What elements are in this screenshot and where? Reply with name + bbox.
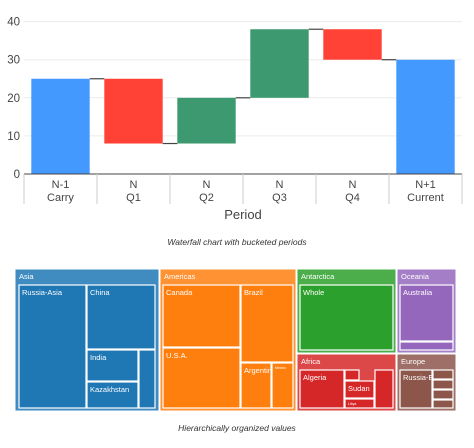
treemap-leaf-label: Sudan bbox=[348, 384, 370, 393]
y-tick-label: 0 bbox=[14, 169, 20, 181]
treemap-group-tile bbox=[159, 268, 297, 412]
treemap-leaf-label: Russia-Asia bbox=[22, 288, 63, 297]
treemap-leaf-label: Mexico bbox=[275, 366, 286, 370]
x-bucket-label: N bbox=[349, 179, 357, 191]
treemap-leaf-tile bbox=[18, 284, 87, 409]
treemap-leaf-tile bbox=[374, 369, 394, 409]
treemap-group-tile bbox=[396, 353, 457, 412]
waterfall-caption: Waterfall chart with bucketed periods bbox=[167, 237, 307, 247]
treemap-leaf-tile bbox=[399, 341, 454, 351]
treemap-group-label: Oceania bbox=[401, 272, 430, 281]
treemap-leaf-tile bbox=[86, 349, 139, 382]
treemap-leaf-label: Algeria bbox=[303, 373, 327, 382]
treemap-leaf-tile bbox=[86, 381, 139, 409]
x-tick-label: Q1 bbox=[126, 192, 141, 204]
x-tick-label: Q3 bbox=[272, 192, 287, 204]
treemap-group-label: Americas bbox=[164, 272, 196, 281]
treemap-leaf-label: Australia bbox=[403, 288, 433, 297]
treemap-leaf-tile bbox=[344, 369, 360, 381]
treemap-leaf-label: Libya bbox=[348, 402, 356, 406]
x-tick-label: Q2 bbox=[199, 192, 214, 204]
treemap-group-label: Europe bbox=[401, 357, 425, 366]
x-bucket-label: N bbox=[203, 179, 211, 191]
x-bucket-label: N-1 bbox=[52, 179, 70, 191]
waterfall-chart: 010203040N-1CarryNQ1NQ2NQ3NQ4N+1CurrentP… bbox=[7, 17, 463, 222]
treemap-leaf-tile bbox=[271, 362, 294, 409]
x-bucket-label: N+1 bbox=[415, 179, 436, 191]
waterfall-bar bbox=[31, 78, 90, 174]
treemap-leaf-tile bbox=[432, 369, 454, 380]
y-tick-label: 10 bbox=[7, 131, 20, 143]
treemap-leaf-tile bbox=[344, 398, 375, 409]
treemap-leaf-tile bbox=[86, 284, 156, 350]
treemap-leaf-label: China bbox=[90, 288, 110, 297]
treemap-leaf-tile bbox=[240, 284, 294, 363]
treemap-leaf-tile bbox=[162, 347, 241, 409]
treemap-group-tile bbox=[396, 268, 457, 354]
treemap-caption: Hierarchically organized values bbox=[178, 423, 296, 433]
treemap-leaf-label: Argentina bbox=[244, 366, 277, 375]
x-bucket-label: N bbox=[130, 179, 138, 191]
treemap-leaf-label: Brazil bbox=[244, 288, 263, 297]
waterfall-bar bbox=[104, 78, 163, 144]
treemap-leaf-label: Canada bbox=[166, 288, 193, 297]
treemap-leaf-tile bbox=[432, 399, 454, 409]
treemap-leaf-tile bbox=[399, 369, 433, 409]
y-tick-label: 30 bbox=[7, 55, 20, 67]
x-axis-title: Period bbox=[224, 207, 262, 222]
treemap-leaf-tile bbox=[432, 379, 454, 390]
treemap-leaf-label: Kazakhstan bbox=[90, 385, 129, 394]
treemap-group-label: Asia bbox=[19, 272, 34, 281]
treemap-leaf-tile bbox=[240, 362, 272, 409]
treemap-leaf-tile bbox=[299, 284, 394, 351]
treemap-leaf-tile bbox=[344, 380, 375, 399]
x-tick-label: Q4 bbox=[345, 192, 360, 204]
y-tick-label: 20 bbox=[7, 93, 20, 105]
treemap-leaf-tile bbox=[299, 369, 345, 409]
treemap-group-tile bbox=[14, 268, 160, 412]
x-bucket-label: N bbox=[276, 179, 284, 191]
waterfall-bar bbox=[396, 59, 455, 174]
treemap-leaf-label: U.S.A. bbox=[166, 351, 188, 360]
treemap-leaf-label: India bbox=[90, 353, 107, 362]
x-tick-label: Carry bbox=[47, 192, 74, 204]
x-tick-label: Current bbox=[407, 192, 444, 204]
waterfall-bar bbox=[323, 29, 382, 60]
treemap-group-label: Antarctica bbox=[301, 272, 335, 281]
treemap-leaf-label: Whole bbox=[303, 288, 324, 297]
treemap-group-tile bbox=[296, 353, 397, 412]
treemap-leaf-label: Russia-Eur bbox=[403, 373, 441, 382]
treemap-leaf-tile bbox=[399, 284, 454, 342]
waterfall-bar bbox=[250, 29, 309, 98]
treemap-group-label: Africa bbox=[301, 357, 321, 366]
waterfall-bar bbox=[177, 97, 236, 144]
treemap-group-tile bbox=[296, 268, 397, 354]
treemap-leaf-tile bbox=[138, 349, 156, 409]
treemap-leaf-tile bbox=[432, 389, 454, 400]
treemap-leaf-tile bbox=[162, 284, 241, 348]
y-tick-label: 40 bbox=[7, 17, 20, 29]
